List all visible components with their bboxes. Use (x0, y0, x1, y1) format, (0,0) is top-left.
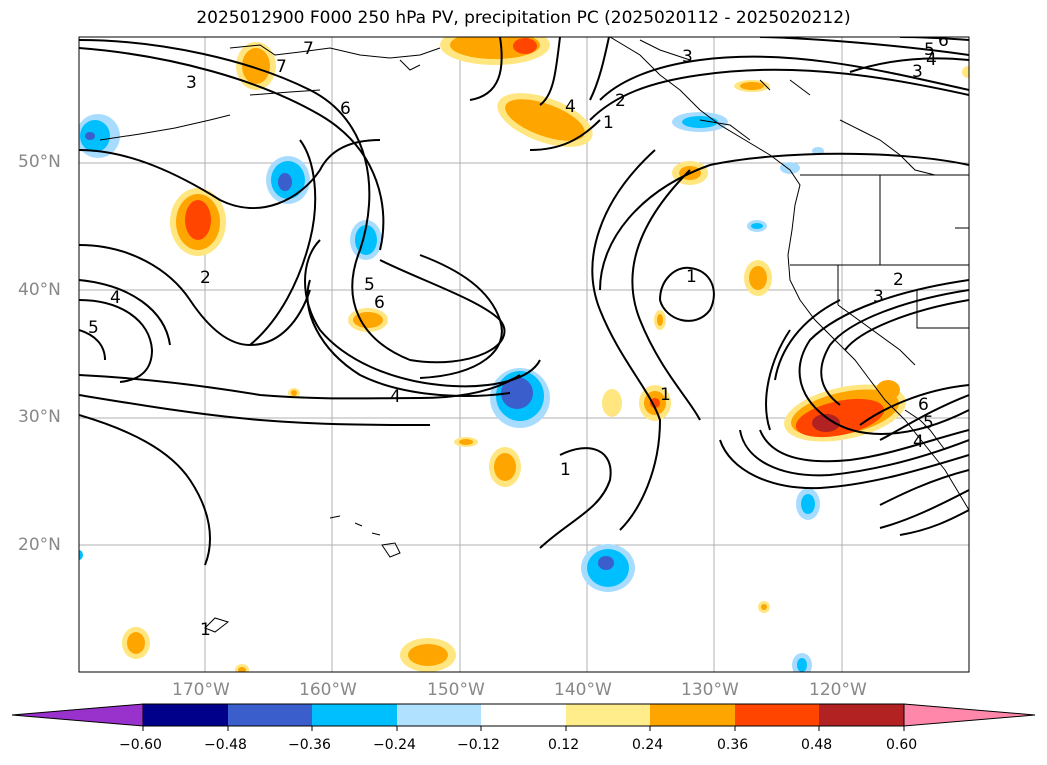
colorbar-tick-label: 0.12 (548, 737, 580, 753)
longitude-label: 130°W (681, 680, 739, 700)
colorbar-bin (397, 704, 481, 726)
latitude-label: 40°N (18, 280, 61, 300)
colorbar-tick-label: 0.24 (632, 737, 664, 753)
map-title: 2025012900 F000 250 hPa PV, precipitatio… (196, 8, 851, 28)
contour-label: 5 (924, 40, 935, 60)
contour-label: 5 (88, 318, 99, 338)
colorbar-tick-label: 0.60 (886, 737, 918, 753)
colorbar (11, 703, 1036, 731)
contour-label: 7 (276, 57, 287, 77)
map-area (79, 37, 969, 672)
contour-label: 6 (340, 99, 351, 119)
longitude-label: 120°W (809, 680, 867, 700)
colorbar-tick-label: −0.24 (373, 737, 416, 753)
contour-label: 1 (560, 460, 571, 480)
colorbar-extend-low (11, 703, 144, 727)
colorbar-bin (819, 704, 904, 726)
contour-label: 5 (364, 275, 375, 295)
colorbar-bin (143, 704, 228, 726)
contour-label: 4 (110, 288, 121, 308)
contour-label: 3 (682, 47, 693, 67)
longitude-label: 140°W (554, 680, 612, 700)
colorbar-bin (650, 704, 735, 726)
colorbar-tick-label: 0.36 (717, 737, 749, 753)
latitude-label: 20°N (18, 535, 61, 555)
contour-label: 1 (603, 113, 614, 133)
contour-label: 4 (390, 387, 401, 407)
colorbar-bin (735, 704, 819, 726)
latitude-label: 30°N (18, 407, 61, 427)
contour-label: 1 (686, 267, 697, 287)
map-border (78, 36, 970, 673)
contour-label: 6 (918, 395, 929, 415)
contour-label: 2 (200, 268, 211, 288)
contour-labels: 3 7 6 7 4 5 2 5 6 4 4 1 2 3 1 1 1 1 2 3 … (88, 31, 949, 640)
contour-label: 6 (938, 31, 949, 51)
longitude-label: 150°W (427, 680, 485, 700)
colorbar-bin (566, 704, 650, 726)
contour-label: 4 (913, 432, 924, 452)
contour-label: 4 (926, 50, 937, 70)
latitude-label: 50°N (18, 152, 61, 172)
contour-label: 3 (912, 62, 923, 82)
positive-precip-blobs (122, 37, 969, 672)
pv-contours (79, 37, 969, 566)
contour-label: 6 (374, 293, 385, 313)
contour-label: 2 (615, 91, 626, 111)
contour-label: 3 (186, 73, 197, 93)
colorbar-bin (228, 704, 312, 726)
contour-label: 5 (923, 413, 934, 433)
contour-label: 3 (873, 287, 884, 307)
colorbar-tick-label: −0.36 (288, 737, 331, 753)
contour-label: 1 (660, 385, 671, 405)
longitude-label: 160°W (299, 680, 357, 700)
colorbar-bin (312, 704, 397, 726)
longitude-label: 170°W (172, 680, 230, 700)
colorbar-tick-label: 0.48 (801, 737, 833, 753)
contour-label: 1 (200, 620, 211, 640)
colorbar-tick-label: −0.12 (457, 737, 500, 753)
colorbar-tick-label: −0.48 (204, 737, 247, 753)
contour-label: 4 (565, 97, 576, 117)
colorbar-extend-high (903, 703, 1036, 727)
contour-label: 7 (303, 39, 314, 59)
colorbar-bin (481, 704, 566, 726)
colorbar-tick-label: −0.60 (119, 737, 162, 753)
coastlines (99, 37, 969, 633)
contour-label: 2 (893, 270, 904, 290)
